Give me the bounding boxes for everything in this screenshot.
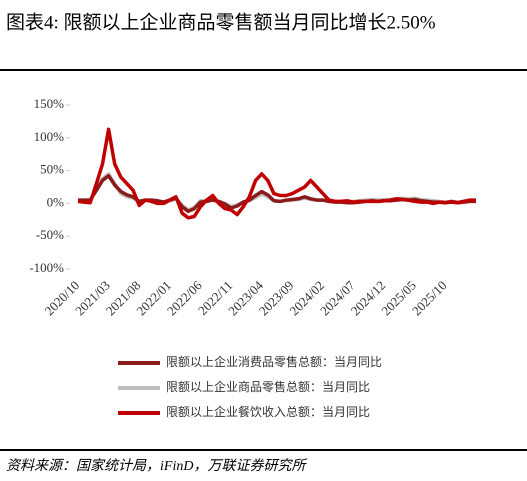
chart-title: 图表4: 限额以上企业商品零售额当月同比增长2.50% — [6, 11, 436, 33]
x-tick-label: 2025/10 — [409, 278, 450, 319]
y-tick-label: 150% — [34, 96, 65, 111]
y-tick-label: 0% — [47, 194, 65, 209]
legend-label: 限额以上企业餐饮收入总额：当月同比 — [166, 404, 370, 419]
y-tick-label: 100% — [34, 129, 65, 144]
y-tick-label: -50% — [36, 227, 64, 242]
y-tick-label: -100% — [29, 260, 64, 275]
source: 资料来源：国家统计局，iFinD，万联证券研究所 — [6, 458, 307, 474]
series-line — [77, 127, 476, 220]
legend-label: 限额以上企业消费品零售总额：当月同比 — [166, 354, 382, 369]
legend-label: 限额以上企业商品零售总额：当月同比 — [166, 379, 370, 394]
y-tick-label: 50% — [40, 162, 64, 177]
